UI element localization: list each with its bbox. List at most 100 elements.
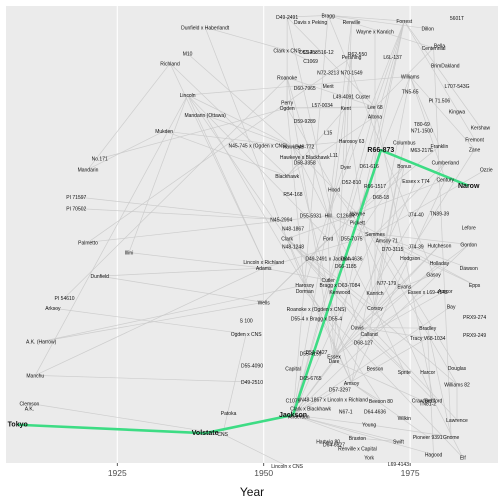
edge (128, 94, 188, 253)
point-label: D68-18 (373, 195, 390, 201)
edge (286, 16, 376, 108)
edge (357, 326, 428, 329)
point-label: Hood (328, 187, 340, 193)
edge (357, 327, 405, 373)
point-label: Pershing (342, 55, 362, 61)
point-label: L707-543G (444, 84, 469, 90)
point-label: Clark (281, 237, 293, 243)
point-label: R54-168 (283, 192, 302, 198)
point-label: TN89-39 (430, 211, 450, 217)
point-label: J74-40 (408, 213, 424, 219)
edge (374, 162, 446, 235)
point-label: S 100 (240, 319, 253, 325)
edge (292, 414, 399, 442)
edge (292, 21, 405, 416)
point-label: York (364, 456, 374, 462)
edge (333, 245, 440, 357)
edge (204, 114, 306, 286)
point-label: N45-745 x (Ogden x CNS) (229, 143, 288, 149)
point-label: Braxton (349, 436, 366, 442)
edge (374, 169, 487, 235)
point-label: Hodgson (400, 256, 420, 262)
edge (99, 107, 288, 159)
point-label: D61-616 (360, 164, 379, 170)
point-label: Clark x Blackhawk (290, 406, 331, 412)
highlight-label: Narow (458, 183, 480, 190)
point-label: Lefore (462, 226, 476, 232)
point-label: BrimDakland (431, 64, 460, 70)
edge (292, 15, 329, 415)
point-label: Fremont (465, 138, 484, 144)
edge (263, 233, 376, 269)
point-label: D66-1185 (335, 264, 357, 270)
grid (116, 6, 411, 463)
edge (263, 267, 329, 281)
point-label: Mandarin (Ottawa) (184, 113, 226, 119)
point-label: Dorman (296, 289, 314, 295)
edge (286, 107, 306, 292)
point-label: D51-2427 (305, 350, 327, 356)
point-label: Manchu (26, 373, 44, 379)
point-label: Essex (327, 355, 341, 361)
edge (222, 333, 247, 435)
point-label: Dawson (460, 266, 478, 272)
edge (286, 107, 346, 177)
point-label: Harcor (420, 370, 435, 376)
point-label: R62-550 (348, 52, 367, 58)
point-label: Kingwa (449, 109, 466, 115)
point-label: Swift (393, 440, 404, 446)
point-label: Kenwood (329, 290, 350, 296)
point-label: Dillon (421, 27, 434, 33)
point-label: Wilkin (398, 416, 412, 422)
edge (368, 333, 434, 401)
edge (333, 189, 358, 223)
point-label: L57-0034 (312, 103, 333, 109)
point-label: D64-6527 (323, 442, 345, 448)
highlight-label: Tokyo (8, 422, 28, 429)
edge (187, 53, 294, 147)
highlight-label: Jackson (279, 412, 307, 419)
point-label: D49-772 (295, 145, 314, 151)
point-label: Cutler (321, 278, 335, 284)
point-label: Sprite (398, 370, 411, 376)
point-label: J74-39 (408, 244, 424, 250)
point-label: TN5-65 (402, 89, 419, 95)
edge (404, 20, 481, 128)
point-label: Mukden (155, 129, 173, 135)
point-label: Roanoke (277, 76, 297, 82)
point-label: Capital (285, 367, 301, 373)
edge (263, 165, 405, 303)
edge (169, 63, 265, 263)
edge (204, 27, 306, 286)
point-labels: Tokyo Volstate Jackson R66-873 Narow Dunfield… (8, 13, 493, 470)
edge (374, 142, 405, 294)
point-label: D55-4090 (241, 364, 263, 370)
point-label: N71-1500 (411, 129, 433, 135)
point-label: Essex x T74 (402, 179, 430, 185)
point-label: Adams (256, 266, 272, 272)
point-label: Elf (460, 456, 466, 462)
point-label: Zane (469, 147, 481, 153)
point-label: C1266R (337, 214, 356, 220)
point-label: Pickett (350, 221, 366, 227)
point-label: Arksoy (45, 306, 61, 312)
point-label: Hill (325, 214, 332, 220)
edge (292, 244, 469, 416)
point-label: R66-1517 (364, 184, 386, 190)
point-label: Altona (368, 114, 382, 120)
point-label: Harosoy 63 (339, 139, 365, 145)
point-label: D55-7075 (341, 237, 363, 243)
point-label: Kanrich (367, 291, 384, 297)
edge (369, 424, 452, 438)
point-label: Lee 68 (367, 105, 383, 111)
point-label: A.K. (Harrow) (26, 340, 57, 346)
edge (374, 106, 434, 401)
point-label: A.K. (25, 406, 34, 412)
point-label: Essex x L69-4143 (408, 290, 448, 296)
edge (187, 75, 411, 96)
edge (357, 179, 446, 214)
edge (351, 76, 411, 383)
edge (357, 437, 399, 443)
edge (403, 20, 475, 140)
edge (292, 337, 428, 416)
